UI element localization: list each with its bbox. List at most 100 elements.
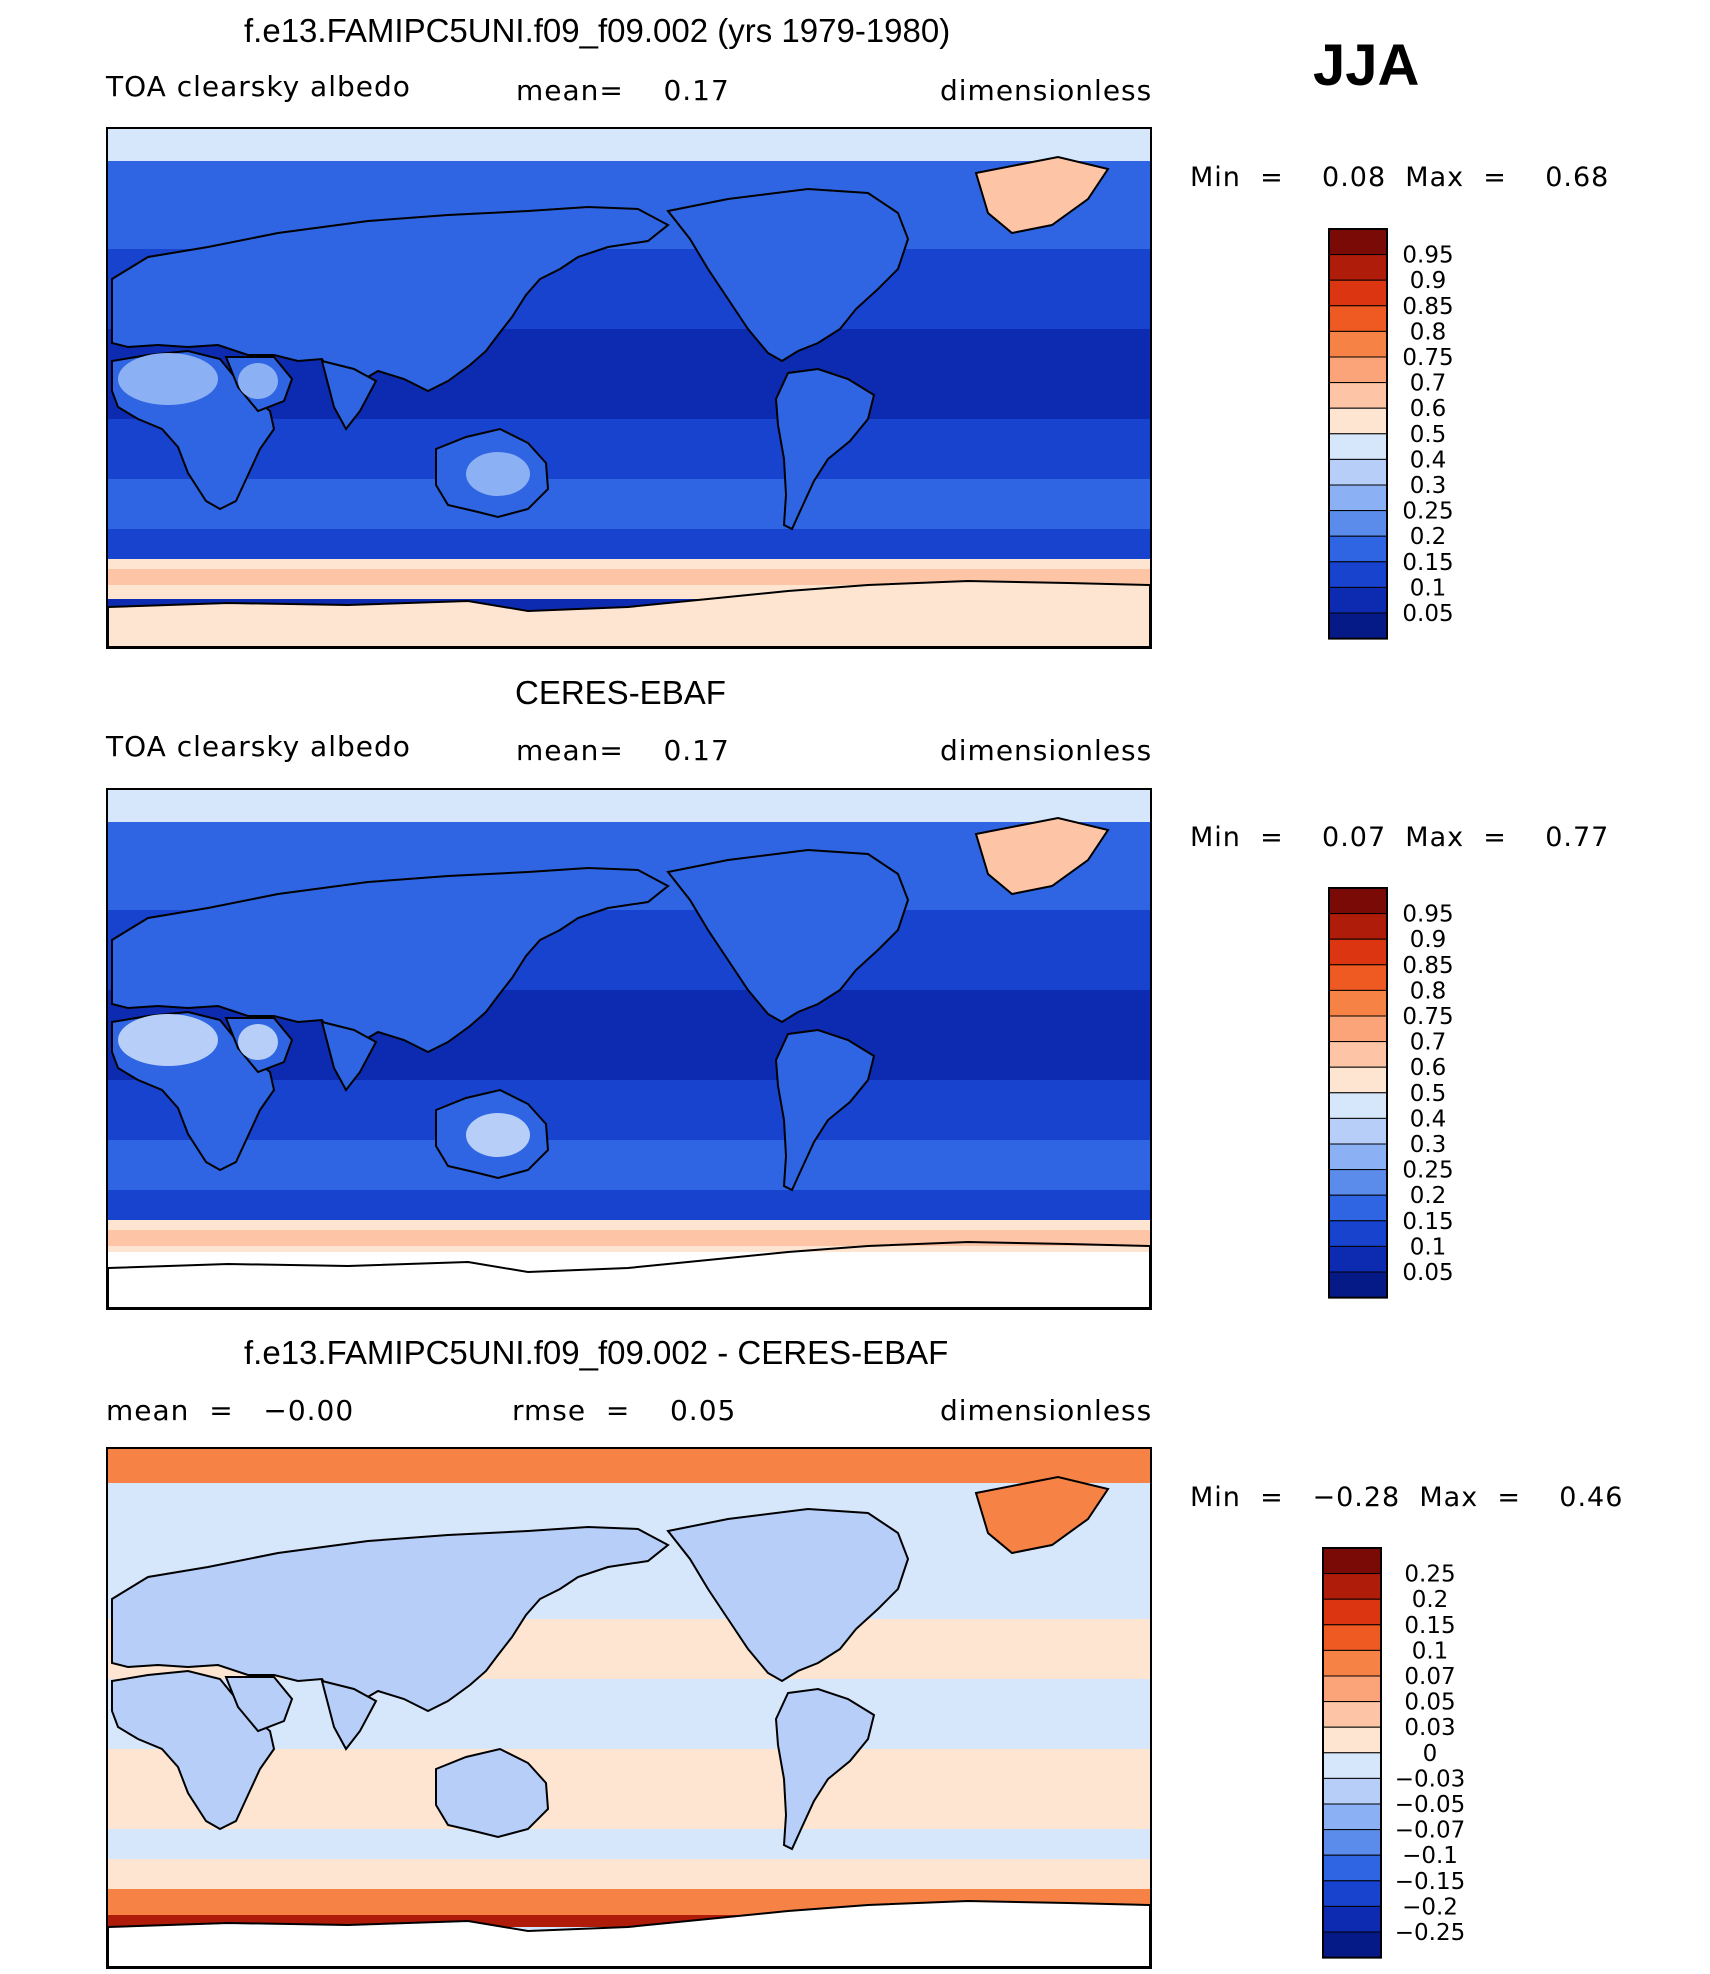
colorbar-swatch <box>1328 1271 1388 1299</box>
arctic-ocean <box>108 129 1150 161</box>
land-arabia <box>224 1676 294 1733</box>
land-australia <box>435 1747 550 1839</box>
colorbar-swatch <box>1328 1169 1388 1196</box>
colorbar-tick-label: 0.25 <box>1402 1158 1453 1184</box>
panel-3-map-svg <box>108 1449 1150 1967</box>
colorbar-swatch <box>1328 586 1388 614</box>
land-greenland <box>974 155 1110 235</box>
panel-2-min-max: Min = 0.07 Max = 0.77 <box>1190 822 1610 853</box>
colorbar-swatch <box>1322 1803 1382 1831</box>
land-greenland <box>974 816 1110 896</box>
colorbar-swatch <box>1322 1598 1382 1626</box>
colorbar-tick-label: −0.2 <box>1402 1894 1458 1920</box>
southern-ocean-band <box>108 1190 1150 1220</box>
colorbar-swatch <box>1328 1015 1388 1043</box>
colorbar-swatch <box>1328 330 1388 358</box>
colorbar-tick-label: −0.1 <box>1402 1843 1458 1869</box>
colorbar-tick-label: −0.07 <box>1395 1818 1465 1844</box>
ocean-southern-midlatitudes <box>108 1140 1150 1190</box>
arabian-desert-region <box>238 363 278 399</box>
panel-3-rmse-label: rmse = 0.05 <box>512 1394 737 1427</box>
colorbar-tick-label: 0.15 <box>1402 1209 1453 1235</box>
land-india <box>320 1679 378 1751</box>
colorbar-tick-label: 0.7 <box>1410 1030 1447 1056</box>
panel-2-map <box>106 788 1152 1310</box>
colorbar-swatch <box>1328 228 1388 256</box>
colorbar-swatch <box>1328 1092 1388 1119</box>
ocean-southern-subtropics <box>108 1080 1150 1140</box>
colorbar-tick-label: 0.75 <box>1402 345 1453 371</box>
panel-1-units-label: dimensionless <box>940 74 1153 107</box>
colorbar-swatch <box>1322 1675 1382 1703</box>
arctic-ocean <box>108 790 1150 822</box>
panel-3-min-max: Min = −0.28 Max = 0.46 <box>1190 1482 1624 1513</box>
colorbar-swatch <box>1328 535 1388 563</box>
land-india <box>320 359 378 431</box>
australian-desert-region <box>466 1113 530 1157</box>
colorbar-swatch <box>1322 1573 1382 1600</box>
land-n-america <box>666 187 910 363</box>
colorbar-swatch <box>1328 887 1388 915</box>
colorbar-tick-label: 0.2 <box>1410 1183 1447 1209</box>
panel-1-colorbar: 0.95 0.9 0.85 0.8 0.75 0.7 0.6 0.5 0.4 0.3 0.25 0.2… <box>1328 228 1488 647</box>
panel-2-map-svg <box>108 790 1150 1308</box>
austral-sea-ice-edge <box>108 569 1150 585</box>
colorbar-swatch <box>1328 989 1388 1017</box>
colorbar-tick-label: 0.7 <box>1410 371 1447 397</box>
southern-ocean-bias <box>108 1859 1150 1889</box>
colorbar-tick-label: −0.03 <box>1395 1766 1465 1792</box>
colorbar-tick-label: 0.9 <box>1410 927 1447 953</box>
panel-1-min-max: Min = 0.08 Max = 0.68 <box>1190 162 1610 193</box>
colorbar-swatch <box>1328 1041 1388 1068</box>
positive-bias-band-south <box>108 1749 1150 1829</box>
colorbar-tick-label: 0.4 <box>1410 1106 1447 1132</box>
colorbar-swatch <box>1322 1829 1382 1856</box>
colorbar-tick-label: 0.07 <box>1404 1664 1455 1690</box>
colorbar-tick-label: 0.95 <box>1402 243 1453 269</box>
arabian-desert-region <box>238 1024 278 1060</box>
colorbar-swatch <box>1322 1931 1382 1959</box>
land-antarctica <box>108 1899 1150 1967</box>
land-antarctica <box>108 1240 1150 1308</box>
colorbar-swatch <box>1328 1117 1388 1145</box>
panel-1-mean-label: mean= 0.17 <box>516 74 730 107</box>
colorbar-swatch <box>1328 305 1388 332</box>
colorbar-tick-label: 0.2 <box>1412 1587 1449 1613</box>
panel-2-units-label: dimensionless <box>940 734 1153 767</box>
colorbar-tick-label: 0.1 <box>1412 1638 1449 1664</box>
colorbar-swatch <box>1322 1880 1382 1907</box>
sahara-desert-region <box>118 1014 218 1066</box>
colorbar-tick-label: 0.05 <box>1402 1260 1453 1286</box>
colorbar-tick-label: 0.85 <box>1402 953 1453 979</box>
colorbar-tick-label: 0.8 <box>1410 978 1447 1004</box>
colorbar-swatch <box>1328 458 1388 486</box>
colorbar-swatch <box>1328 1066 1388 1094</box>
ocean-southern-midlatitudes <box>108 479 1150 529</box>
panel-2-title: CERES-EBAF <box>515 674 726 711</box>
sahara-desert-region <box>118 353 218 405</box>
colorbar-swatch <box>1322 1726 1382 1754</box>
land-greenland <box>974 1475 1110 1555</box>
colorbar-tick-label: 0.15 <box>1402 550 1453 576</box>
colorbar-swatch <box>1328 433 1388 460</box>
panel-2-mean-label: mean= 0.17 <box>516 734 730 767</box>
colorbar-swatch <box>1328 510 1388 537</box>
land-s-america <box>774 1687 876 1851</box>
colorbar-tick-label: −0.25 <box>1395 1920 1465 1946</box>
colorbar-tick-label: 0.1 <box>1410 1234 1447 1260</box>
panel-3-colorbar: 0.25 0.2 0.15 0.1 0.07 0.05 0.03 0 −0.03 −0.05 −0.… <box>1322 1547 1482 1966</box>
colorbar-swatch <box>1328 254 1388 281</box>
missing-data-antarctica <box>108 1252 1150 1308</box>
panel-3-units-label: dimensionless <box>940 1394 1153 1427</box>
panel-3-title: f.e13.FAMIPC5UNI.f09_f09.002 - CERES-EBA… <box>244 1334 949 1371</box>
ocean-southern-subtropics <box>108 419 1150 479</box>
colorbar-tick-label: 0.9 <box>1410 268 1447 294</box>
panel-3-colorbar-svg: 0.250.20.150.10.070.050.030−0.03−0.05−0.… <box>1322 1547 1465 1959</box>
colorbar-swatch <box>1328 407 1388 435</box>
land-n-america <box>666 848 910 1024</box>
colorbar-swatch <box>1322 1547 1382 1575</box>
colorbar-tick-label: 0.25 <box>1402 499 1453 525</box>
colorbar-swatch <box>1322 1777 1382 1805</box>
colorbar-tick-label: 0.3 <box>1410 473 1447 499</box>
colorbar-tick-label: 0.05 <box>1404 1690 1455 1716</box>
